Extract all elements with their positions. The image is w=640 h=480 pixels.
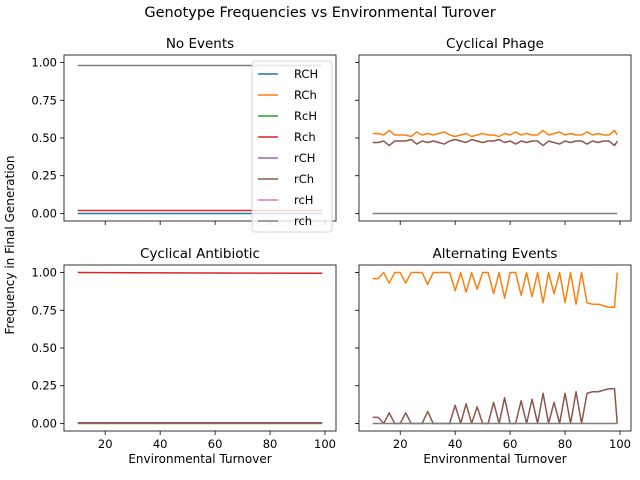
legend-label-7: rch (294, 214, 312, 228)
x-axis-label: Environmental Turnover (128, 452, 271, 466)
y-tick-label: 0.25 (31, 379, 57, 393)
series-line-rch-0 (372, 129, 618, 138)
series-line-rch-1 (372, 138, 618, 147)
legend: RCH RCh RcH Rch rCH rCh rcH rch (251, 60, 333, 233)
legend-label-6: rcH (294, 193, 313, 207)
y-tick-label: 0.75 (31, 303, 57, 317)
y-tick-label: 1.00 (31, 266, 57, 280)
x-axis-label: Environmental Turnover (423, 452, 566, 466)
subplot-grid: 0.00 0.25 0.50 0.75 1.00 No Events Cyclical Ph… (31, 36, 632, 466)
x-tick-label: 60 (208, 437, 223, 451)
subplot-title: Cyclical Phage (446, 36, 544, 52)
legend-label-1: RCh (294, 88, 317, 102)
x-tick-label: 20 (393, 437, 408, 451)
legend-label-0: RCH (294, 67, 318, 81)
y-tick-label: 1.00 (31, 56, 57, 70)
x-tick-label: 100 (314, 437, 336, 451)
x-tick-label: 60 (503, 437, 518, 451)
shared-ylabel: Frequency in Final Generation (3, 156, 17, 335)
y-tick-label: 0.25 (31, 169, 57, 183)
y-tick-label: 0.00 (31, 206, 57, 220)
series-line-rch-0 (77, 271, 323, 275)
series-line-rch-0 (372, 271, 619, 308)
figure-title: Genotype Frequencies vs Environmental Tu… (144, 5, 495, 21)
x-tick-label: 100 (609, 437, 631, 451)
x-tick-label: 20 (98, 437, 113, 451)
x-tick-label: 80 (263, 437, 278, 451)
plot-area (359, 55, 631, 221)
y-tick-label: 0.00 (31, 416, 57, 430)
y-tick-label: 0.50 (31, 341, 57, 355)
subplot-3: 20 40 60 80 100 0.00 0.25 0.50 0.75 1.00 Cyclical … (31, 246, 337, 466)
subplot-2: Cyclical Phage (355, 36, 632, 225)
plot-area (64, 265, 336, 431)
legend-label-5: rCh (294, 172, 314, 186)
x-tick-label: 40 (448, 437, 463, 451)
legend-label-4: rCH (294, 151, 315, 165)
subplot-title: Cyclical Antibiotic (140, 246, 260, 262)
subplot-title: Alternating Events (433, 246, 558, 262)
legend-label-2: RcH (294, 109, 317, 123)
subplot-title: No Events (166, 36, 234, 52)
legend-label-3: Rch (294, 130, 316, 144)
y-tick-label: 0.75 (31, 93, 57, 107)
y-tick-label: 0.50 (31, 131, 57, 145)
x-tick-label: 80 (558, 437, 573, 451)
subplot-4: 20 40 60 80 100 Alternating Events Environment… (355, 246, 632, 466)
x-tick-label: 40 (153, 437, 168, 451)
legend-box (251, 60, 333, 233)
